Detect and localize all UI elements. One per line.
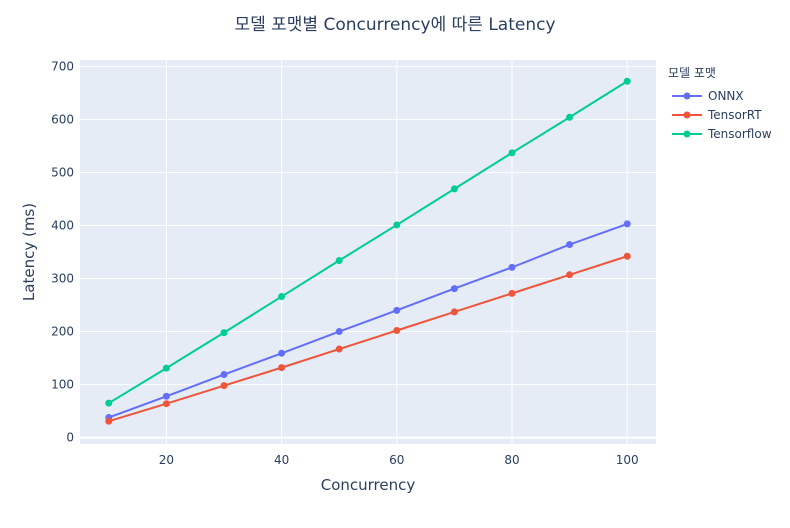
data-point [566,113,574,121]
data-point [335,256,343,264]
x-axis-title: Concurrency [321,476,416,494]
data-point [508,289,516,297]
legend-swatch-marker [683,130,691,138]
data-point [566,271,574,279]
y-tick-label: 300 [51,272,74,286]
data-point [220,329,228,337]
data-point [508,263,516,271]
y-tick-label: 600 [51,112,74,126]
data-point [278,293,286,301]
x-tick-label: 60 [389,453,404,467]
y-tick-label: 400 [51,218,74,232]
y-tick-label: 200 [51,325,74,339]
data-point [623,220,631,228]
data-point [393,221,401,229]
legend-label: Tensorflow [707,127,772,141]
data-point [508,149,516,157]
data-point [335,328,343,336]
y-gridlines [80,65,656,439]
data-point [162,400,170,408]
x-gridlines [165,60,628,444]
legend-swatch-marker [683,111,691,119]
data-point [623,77,631,85]
x-tick-label: 100 [616,453,639,467]
data-point [335,345,343,353]
data-point [162,364,170,372]
data-point [450,308,458,316]
y-tick-label: 500 [51,165,74,179]
data-point [105,399,113,407]
series-line [108,80,628,405]
x-tick-label: 80 [504,453,519,467]
data-point [278,349,286,357]
data-point [393,306,401,314]
data-point [220,382,228,390]
x-tick-labels: 20 40 60 80 100 [159,453,639,467]
data-point [220,371,228,379]
chart-title: 모델 포맷별 Concurrency에 따른 Latency [234,15,555,35]
data-point [105,417,113,425]
data-point [450,185,458,193]
legend-title: 모델 포맷 [668,66,716,80]
legend-item-onnx[interactable]: ONNX [672,89,744,103]
legend-label: TensorRT [707,108,762,122]
legend-items: ONNX TensorRT Tensorflow [672,89,772,141]
data-point [566,241,574,249]
y-tick-label: 0 [66,431,74,445]
series-line [108,255,628,423]
legend: 모델 포맷 ONNX TensorRT Tensorflow [668,66,772,141]
series-onnx [105,220,631,421]
legend-swatch-marker [683,92,691,100]
series-line [108,222,628,419]
series-layer [105,77,631,425]
data-point [450,285,458,293]
data-point [393,326,401,334]
series-tensorflow [105,77,631,407]
x-tick-label: 20 [159,453,174,467]
data-point [278,364,286,372]
legend-item-tensorflow[interactable]: Tensorflow [672,127,772,141]
x-tick-label: 40 [274,453,289,467]
y-tick-labels: 0 100 200 300 400 500 600 700 [51,59,74,444]
y-tick-label: 100 [51,378,74,392]
y-tick-label: 700 [51,59,74,73]
legend-item-tensorrt[interactable]: TensorRT [672,108,762,122]
y-axis-title: Latency (ms) [20,203,38,301]
data-point [623,252,631,260]
legend-label: ONNX [708,89,744,103]
data-point [162,392,170,400]
series-tensorrt [105,252,631,425]
